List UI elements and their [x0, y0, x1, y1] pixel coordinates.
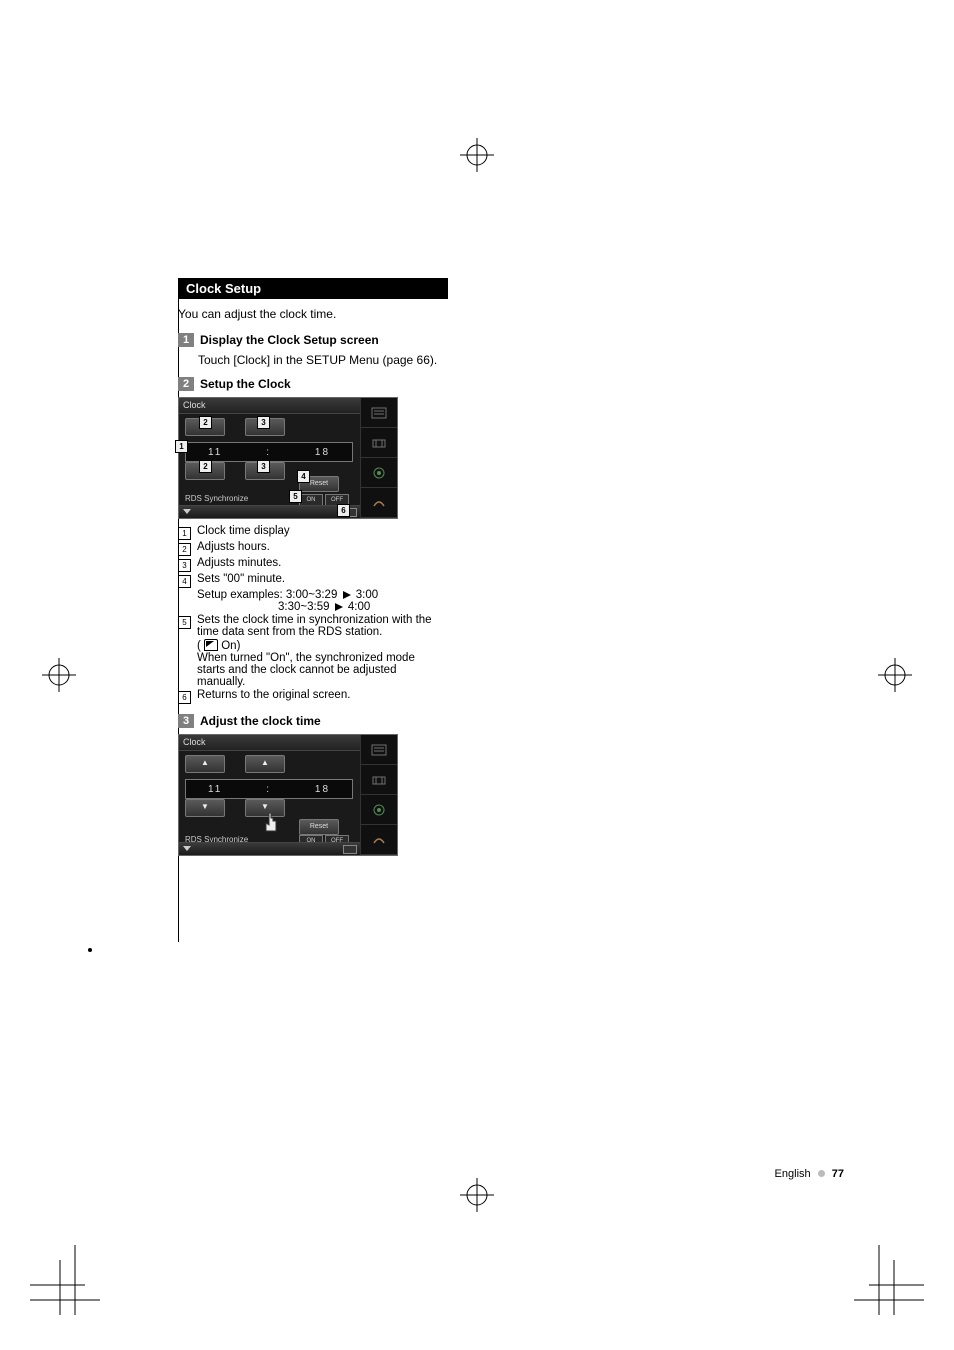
legend-4-sub1: Setup examples: 3:00~3:29 3:00: [197, 589, 438, 601]
footer-dot-icon: [818, 1170, 825, 1177]
crop-mark-bl: [30, 1225, 120, 1320]
side-icon-3b[interactable]: [361, 795, 397, 825]
clock-time-display-2: 11 : 18: [185, 779, 353, 799]
panel-side-icons-2: [360, 735, 397, 855]
legend-5b: ( On): [197, 639, 438, 652]
callout-3-up: 3: [257, 416, 270, 429]
step-3-number: 3: [178, 714, 194, 728]
legend-5c: When turned "On", the synchronized mode …: [197, 652, 438, 688]
legend-1: Clock time display: [197, 525, 438, 540]
legend-6: Returns to the original screen.: [197, 689, 438, 704]
step-1-row: 1 Display the Clock Setup screen: [178, 333, 438, 347]
minutes-value: 18: [315, 447, 330, 458]
registration-mark-bottom: [460, 1178, 494, 1212]
legend-5a: Sets the clock time in synchronization w…: [197, 614, 438, 638]
legend-list: 1 Clock time display 2 Adjusts hours. 3 Adj…: [178, 525, 438, 704]
callout-6: 6: [337, 504, 350, 517]
callout-2-up: 2: [199, 416, 212, 429]
page-content: Clock Setup You can adjust the clock tim…: [178, 278, 438, 860]
side-icon-2[interactable]: [361, 428, 397, 458]
intro-text: You can adjust the clock time.: [178, 307, 438, 321]
reset-button-2[interactable]: Reset: [299, 819, 339, 835]
legend-num-2: 2: [178, 543, 191, 556]
side-icon-4[interactable]: [361, 488, 397, 518]
hm-separator: :: [266, 447, 271, 458]
legend-4: Sets "00" minute.: [197, 573, 438, 588]
legend-4-sub2: 3:30~3:59 4:00: [278, 601, 438, 613]
panel-side-icons: [360, 398, 397, 518]
legend-num-4: 4: [178, 575, 191, 588]
side-icon-2b[interactable]: [361, 765, 397, 795]
default-icon: [204, 639, 218, 651]
hours-value: 11: [208, 447, 222, 458]
legend-num-6: 6: [178, 691, 191, 704]
step-3-row: 3 Adjust the clock time: [178, 714, 438, 728]
hours-value-2: 11: [208, 784, 222, 795]
arrow-icon: [343, 591, 351, 599]
step-1-title: Display the Clock Setup screen: [200, 333, 379, 347]
minutes-value-2: 18: [315, 784, 330, 795]
registration-mark-top: [460, 138, 494, 172]
step-3-title: Adjust the clock time: [200, 714, 321, 728]
side-icon-3[interactable]: [361, 458, 397, 488]
footer-lang: English: [775, 1168, 811, 1180]
panel-bottom-bar-2: [179, 842, 361, 855]
side-icon-1[interactable]: [361, 398, 397, 428]
page-footer: English 77: [775, 1168, 844, 1180]
legend-num-1: 1: [178, 527, 191, 540]
legend-num-3: 3: [178, 559, 191, 572]
side-icon-4b[interactable]: [361, 825, 397, 855]
crop-mark-br: [834, 1225, 924, 1320]
clock-setup-screenshot-annotated: Clock ▲ ▲ 11 : 18 ▼ ▼ Reset: [178, 397, 398, 519]
step-2-number: 2: [178, 377, 194, 391]
hm-separator-2: :: [266, 784, 271, 795]
legend-num-5: 5: [178, 616, 191, 629]
side-icon-1b[interactable]: [361, 735, 397, 765]
margin-dot: [88, 948, 92, 952]
clock-time-display: 11 : 18: [185, 442, 353, 462]
section-header: Clock Setup: [178, 278, 448, 299]
callout-4: 4: [297, 470, 310, 483]
arrow-icon: [335, 603, 343, 611]
legend-2: Adjusts hours.: [197, 541, 438, 556]
panel-bottom-bar: [179, 505, 361, 518]
clock-panel-title: Clock: [179, 398, 361, 414]
minutes-up-button-2[interactable]: ▲: [245, 755, 285, 773]
legend-3: Adjusts minutes.: [197, 557, 438, 572]
step-2-row: 2 Setup the Clock: [178, 377, 438, 391]
step-2-title: Setup the Clock: [200, 377, 291, 391]
rds-sync-label: RDS Synchronize: [185, 494, 248, 503]
clock-adjust-screenshot: Clock ▲ ▲ 11 : 18 ▼ ▼ Reset: [178, 734, 398, 856]
callout-1: 1: [175, 440, 188, 453]
hours-down-button-2[interactable]: ▼: [185, 799, 225, 817]
minutes-down-button-2[interactable]: ▼: [245, 799, 285, 817]
callout-5: 5: [289, 490, 302, 503]
callout-2-down: 2: [199, 460, 212, 473]
callout-3-down: 3: [257, 460, 270, 473]
hours-up-button-2[interactable]: ▲: [185, 755, 225, 773]
step-1-body: Touch [Clock] in the SETUP Menu (page 66…: [198, 353, 438, 367]
step-1-number: 1: [178, 333, 194, 347]
clock-panel-title-2: Clock: [179, 735, 361, 751]
registration-mark-right: [878, 658, 912, 692]
registration-mark-left: [42, 658, 76, 692]
footer-page-number: 77: [832, 1168, 844, 1180]
